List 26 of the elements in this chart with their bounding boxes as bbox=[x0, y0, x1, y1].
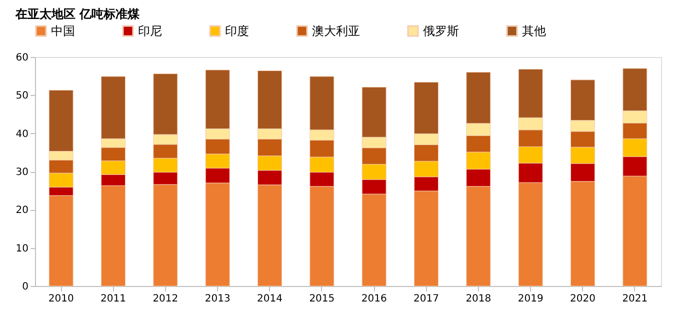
x-tick-label: 2017 bbox=[414, 294, 439, 304]
x-tick-label: 2020 bbox=[570, 294, 596, 304]
legend-label: 其他 bbox=[522, 24, 546, 38]
x-tick-label: 2016 bbox=[361, 294, 387, 304]
legend-label: 印度 bbox=[225, 24, 249, 38]
x-tick-label: 2015 bbox=[309, 294, 335, 304]
y-tick-label: 60 bbox=[16, 52, 28, 64]
x-tick-label: 2011 bbox=[100, 294, 126, 304]
y-tick-label: 0 bbox=[22, 282, 28, 292]
legend-label: 俄罗斯 bbox=[423, 24, 459, 38]
y-tick-label: 40 bbox=[16, 128, 28, 140]
x-tick-label: 2014 bbox=[257, 294, 282, 304]
x-tick-label: 2018 bbox=[466, 294, 492, 304]
x-tick-label: 2010 bbox=[48, 294, 74, 304]
y-tick-label: 20 bbox=[16, 205, 28, 216]
x-tick-label: 2021 bbox=[622, 294, 648, 304]
y-tick-label: 30 bbox=[16, 167, 28, 178]
legend-label: 印尼 bbox=[138, 24, 162, 38]
x-tick-label: 2019 bbox=[518, 294, 544, 304]
x-tick-label: 2012 bbox=[152, 294, 178, 304]
x-tick-label: 2013 bbox=[204, 294, 230, 304]
chart-title: 在亚太地区 亿吨标准煤 bbox=[14, 7, 140, 21]
legend-label: 中国 bbox=[51, 24, 75, 38]
y-tick-label: 10 bbox=[16, 243, 28, 254]
y-tick-label: 50 bbox=[16, 90, 28, 102]
legend-label: 澳大利亚 bbox=[312, 24, 360, 38]
